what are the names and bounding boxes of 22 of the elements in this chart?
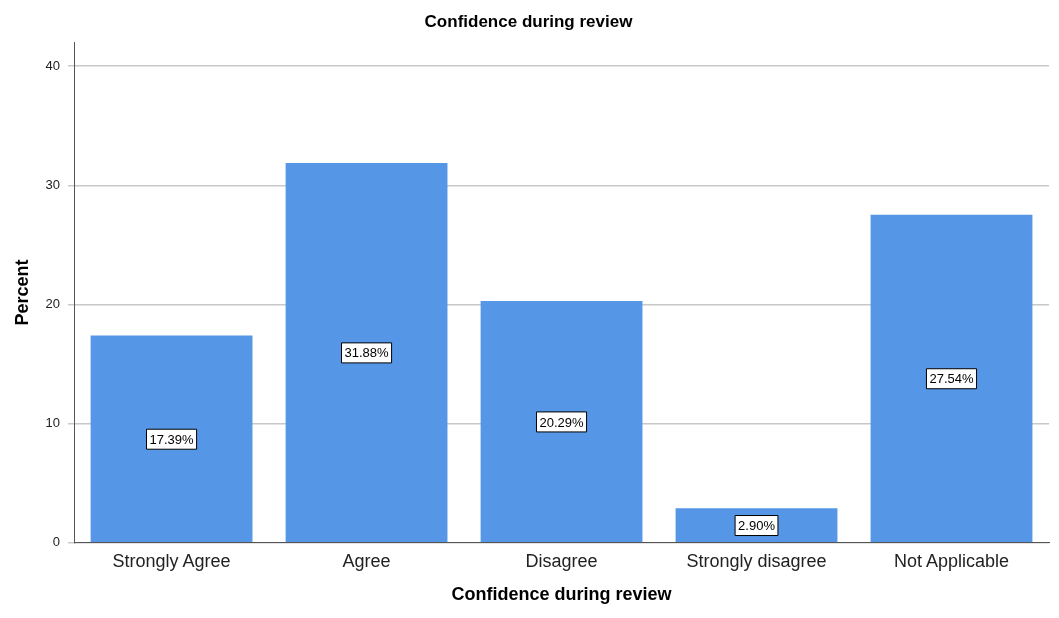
x-axis-title: Confidence during review bbox=[451, 584, 673, 605]
data-label: 17.39% bbox=[149, 431, 195, 447]
data-label: 20.29% bbox=[539, 414, 585, 430]
data-label: 31.88% bbox=[344, 345, 390, 361]
data-label: 27.54% bbox=[929, 371, 974, 387]
y-tick-label: 10 bbox=[45, 415, 61, 431]
bar bbox=[870, 214, 1033, 543]
y-tick-label: 40 bbox=[45, 57, 61, 73]
x-tick-label: Agree bbox=[342, 550, 391, 571]
y-tick-label: 0 bbox=[52, 534, 61, 550]
x-tick-label: Not Applicable bbox=[893, 550, 1010, 571]
y-tick-label: 20 bbox=[45, 296, 61, 312]
y-axis-title: Percent bbox=[11, 259, 32, 326]
y-tick-label: 30 bbox=[45, 176, 61, 192]
x-tick-label: Disagree bbox=[525, 550, 598, 571]
x-tick-label: Strongly Agree bbox=[112, 550, 231, 571]
x-tick-label: Strongly disagree bbox=[686, 550, 827, 571]
chart-title: Confidence during review bbox=[424, 11, 634, 31]
bar bbox=[480, 301, 643, 543]
data-label: 2.90% bbox=[738, 518, 776, 534]
bar bbox=[285, 162, 448, 543]
bar bbox=[90, 335, 253, 543]
